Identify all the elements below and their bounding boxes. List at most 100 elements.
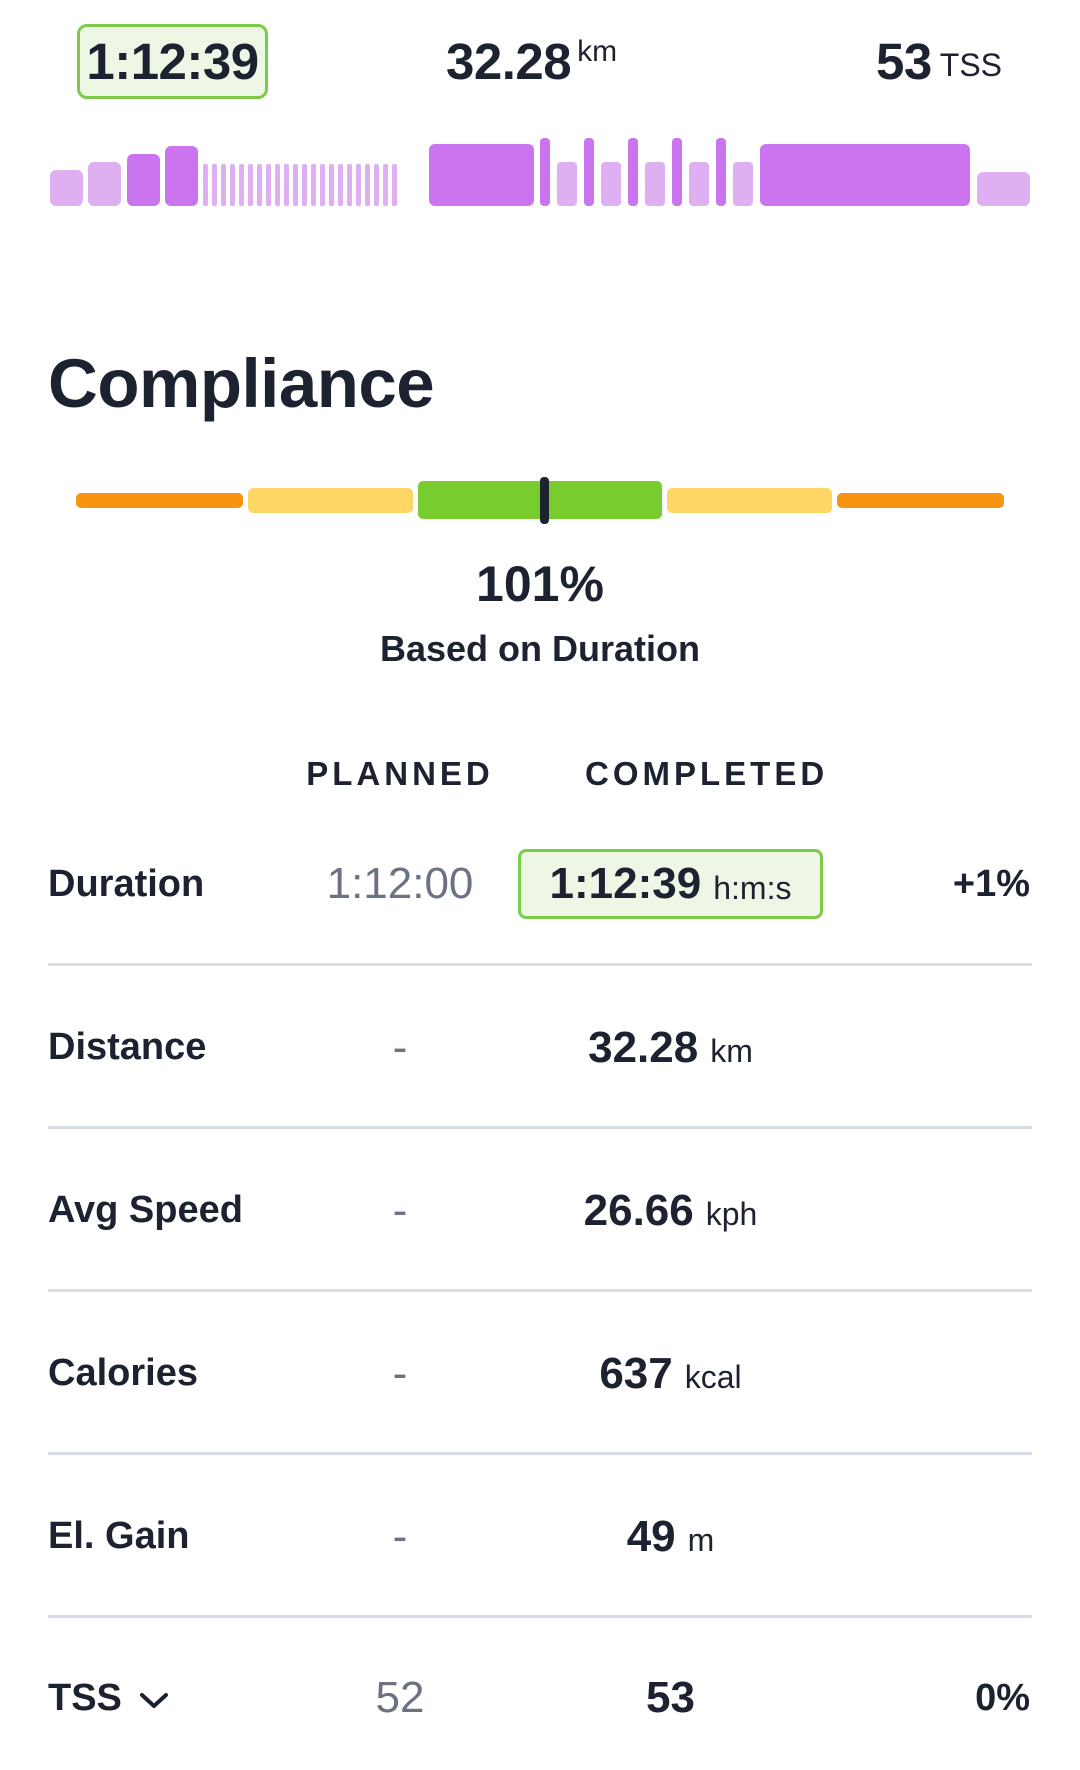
workout-interval-block bbox=[429, 144, 534, 206]
metric-completed: 53 bbox=[508, 1618, 833, 1770]
summary-duration: 1:12:39 bbox=[86, 33, 259, 90]
workout-interval-block bbox=[88, 162, 121, 206]
gauge-segment-high-orange bbox=[837, 493, 1004, 508]
workout-profile-svg bbox=[50, 138, 1030, 206]
metric-row-elevation-gain: El. Gain - 49 m bbox=[48, 1455, 1032, 1618]
row-divider bbox=[48, 1126, 1032, 1129]
workout-interval-block bbox=[275, 164, 280, 206]
row-divider bbox=[48, 1452, 1032, 1455]
workout-interval-block bbox=[320, 164, 325, 206]
workout-interval-block bbox=[338, 164, 343, 206]
compliance-percent: 101% bbox=[476, 556, 604, 612]
metric-unit: km bbox=[710, 1033, 753, 1069]
workout-interval-block bbox=[230, 164, 235, 206]
workout-interval-block bbox=[212, 164, 217, 206]
workout-summary: 1:12:39 32.28 km 53 TSS bbox=[0, 22, 1080, 100]
metric-planned-value: - bbox=[392, 1511, 408, 1561]
metric-completed: 26.66 kph bbox=[508, 1129, 833, 1292]
workout-interval-block bbox=[733, 162, 753, 206]
workout-interval-block bbox=[221, 164, 226, 206]
metric-completed: 637 kcal bbox=[508, 1292, 833, 1455]
metric-row-distance: Distance - 32.28 km bbox=[48, 966, 1032, 1129]
metric-unit: kph bbox=[705, 1196, 758, 1232]
workout-interval-block bbox=[365, 164, 370, 206]
workout-interval-block bbox=[374, 164, 379, 206]
compliance-gauge bbox=[76, 474, 1006, 526]
row-divider bbox=[48, 1615, 1032, 1618]
workout-interval-block bbox=[392, 164, 397, 206]
gauge-marker bbox=[540, 477, 549, 524]
metric-unit: m bbox=[687, 1522, 715, 1558]
workout-interval-block bbox=[284, 164, 289, 206]
column-header-completed: COMPLETED bbox=[585, 755, 829, 792]
workout-interval-block bbox=[165, 146, 198, 206]
workout-interval-block bbox=[584, 138, 594, 206]
workout-interval-block bbox=[50, 170, 83, 206]
workout-interval-block bbox=[311, 164, 316, 206]
metric-label-text: TSS bbox=[48, 1676, 122, 1719]
summary-distance-unit: km bbox=[577, 35, 618, 68]
metric-planned-value: - bbox=[392, 1022, 408, 1072]
metric-planned-value: 1:12:00 bbox=[326, 859, 474, 908]
workout-interval-block bbox=[716, 138, 726, 206]
summary-duration-badge: 1:12:39 bbox=[77, 24, 268, 99]
tss-toggle[interactable]: TSS bbox=[48, 1618, 170, 1770]
summary-distance: 32.28 km bbox=[446, 32, 617, 92]
metric-label: Avg Speed bbox=[48, 1189, 243, 1231]
metric-completed-value: 1:12:39 bbox=[549, 859, 702, 908]
metric-diff: 0% bbox=[975, 1676, 1030, 1719]
gauge-segment-high-yellow bbox=[667, 488, 832, 513]
workout-interval-block bbox=[329, 164, 334, 206]
summary-distance-value: 32.28 bbox=[446, 33, 572, 90]
metric-row-avg-speed: Avg Speed - 26.66 kph bbox=[48, 1129, 1032, 1292]
workout-interval-block bbox=[601, 162, 621, 206]
metric-unit: h:m:s bbox=[713, 869, 792, 906]
workout-interval-block bbox=[203, 164, 208, 206]
workout-interval-block bbox=[645, 162, 665, 206]
metric-completed-value: 637 bbox=[599, 1348, 673, 1398]
metric-label: El. Gain bbox=[48, 1515, 190, 1557]
summary-tss-value: 53 bbox=[876, 33, 932, 90]
workout-interval-block bbox=[977, 172, 1030, 206]
metric-completed-value: 32.28 bbox=[588, 1022, 699, 1072]
summary-tss-unit: TSS bbox=[939, 47, 1002, 83]
metric-planned-value: - bbox=[392, 1348, 408, 1398]
workout-interval-block bbox=[689, 162, 709, 206]
compliance-title: Compliance bbox=[48, 345, 435, 422]
metric-row-tss[interactable]: TSS 52 53 0% bbox=[48, 1618, 1032, 1770]
metric-planned-value: - bbox=[392, 1185, 408, 1235]
workout-profile-graph[interactable] bbox=[0, 130, 1080, 210]
compliance-basis: Based on Duration bbox=[379, 628, 701, 669]
workout-interval-block bbox=[383, 164, 388, 206]
metric-row-calories: Calories - 637 kcal bbox=[48, 1292, 1032, 1455]
workout-interval-block bbox=[257, 164, 262, 206]
metric-label: Distance bbox=[48, 1026, 207, 1068]
metric-completed: 32.28 km bbox=[508, 966, 833, 1129]
summary-tss: 53 TSS bbox=[876, 32, 1002, 92]
metric-label: Duration bbox=[48, 862, 205, 905]
workout-interval-block bbox=[557, 162, 577, 206]
workout-interval-block bbox=[302, 164, 307, 206]
metric-completed: 1:12:39 h:m:s bbox=[508, 802, 833, 966]
workout-interval-block bbox=[248, 164, 253, 206]
workout-interval-block bbox=[293, 164, 298, 206]
chevron-down-icon[interactable] bbox=[138, 1679, 170, 1722]
workout-interval-block bbox=[347, 164, 352, 206]
workout-interval-block bbox=[266, 164, 271, 206]
completed-duration-badge: 1:12:39 h:m:s bbox=[518, 849, 823, 919]
metric-row-duration: Duration 1:12:00 1:12:39 h:m:s +1% bbox=[48, 802, 1032, 966]
workout-interval-block bbox=[540, 138, 550, 206]
gauge-segment-low-orange bbox=[76, 493, 243, 508]
metric-planned-value: 52 bbox=[375, 1673, 425, 1722]
metric-unit: kcal bbox=[684, 1359, 742, 1395]
metric-completed: 49 m bbox=[508, 1455, 833, 1618]
workout-interval-block bbox=[760, 144, 970, 206]
metric-completed-value: 26.66 bbox=[583, 1185, 694, 1235]
gauge-segment-low-yellow bbox=[248, 488, 413, 513]
workout-interval-block bbox=[356, 164, 361, 206]
column-header-planned: PLANNED bbox=[306, 755, 494, 792]
workout-interval-block bbox=[672, 138, 682, 206]
metric-diff: +1% bbox=[952, 862, 1030, 905]
metric-completed-value: 53 bbox=[646, 1673, 695, 1722]
